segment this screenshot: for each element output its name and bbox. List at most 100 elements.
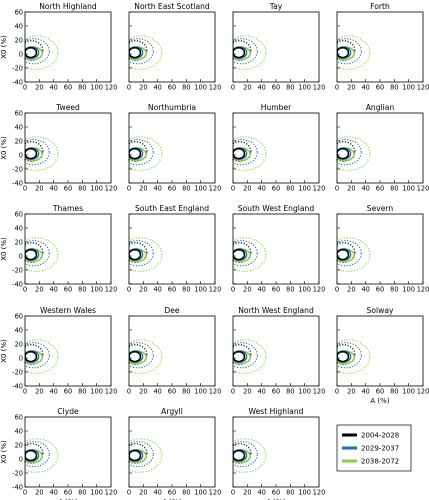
- x-tick-label: 120: [209, 388, 222, 396]
- subplot-4: Forth 0 20 40 60 80 100 120: [335, 2, 429, 92]
- contour-line: [233, 248, 248, 261]
- contour-line: [25, 139, 50, 166]
- subplot-1: North Highland -40 -20 0 20 40 60 0 20 40 60 80 100 1…: [0, 2, 117, 92]
- x-tick-label: 80: [182, 185, 190, 193]
- contour-line: [337, 350, 350, 363]
- x-tick-label: 100: [194, 84, 207, 92]
- subplot-15: North West England 0 20 40 60 80 100 120: [231, 306, 325, 396]
- x-tick-label: 40: [153, 489, 161, 497]
- contour-line: [25, 147, 43, 162]
- subplot-title: Tweed: [55, 103, 80, 112]
- contour-line: [129, 248, 147, 263]
- legend-label: 2038-2072: [361, 458, 399, 466]
- x-tick-label: 20: [243, 388, 251, 396]
- x-tick-label: 80: [182, 489, 190, 497]
- contour-line: [25, 248, 40, 261]
- contour-group: [129, 438, 163, 473]
- subplot-11: South West England 0 20 40 60 80 100 120: [231, 204, 325, 294]
- y-tick-label: 40: [15, 123, 23, 131]
- y-tick-label: 60: [15, 109, 23, 117]
- x-tick-label: 40: [153, 388, 161, 396]
- plot-frame: [232, 11, 320, 83]
- x-tick-label: 20: [347, 84, 355, 92]
- y-tick-label: 0: [19, 50, 23, 58]
- x-tick-label: 20: [35, 185, 43, 193]
- contour-line: [25, 342, 50, 369]
- x-tick-label: 20: [139, 489, 147, 497]
- contour-group: [25, 136, 59, 171]
- x-tick-label: 120: [105, 388, 118, 396]
- x-tick-label: 100: [194, 286, 207, 294]
- x-tick-label: 0: [231, 286, 235, 294]
- y-tick-label: 0: [19, 455, 23, 463]
- contour-line: [25, 147, 40, 160]
- legend-label: 2029-2037: [361, 445, 399, 453]
- y-tick-label: 40: [15, 427, 23, 435]
- x-tick-label: 120: [105, 286, 118, 294]
- contour-line: [337, 147, 350, 160]
- subplot-14: Dee 0 20 40 60 80 100 120: [127, 306, 221, 396]
- plot-frame: [24, 213, 112, 285]
- contour-line: [233, 248, 251, 263]
- x-tick-label: 0: [127, 286, 131, 294]
- x-tick-label: 0: [335, 84, 339, 92]
- contour-line: [233, 147, 251, 162]
- x-tick-label: 100: [298, 489, 311, 497]
- x-tick-label: 0: [335, 286, 339, 294]
- contour-group: [25, 237, 59, 272]
- x-tick-label: 60: [168, 185, 176, 193]
- legend: 2004-2028 2029-2037 2038-2072: [336, 424, 412, 472]
- x-tick-label: 20: [35, 489, 43, 497]
- contour-line: [337, 240, 362, 267]
- contour-group: [25, 438, 59, 473]
- subplot-title: South East England: [135, 204, 209, 213]
- contour-line: [337, 248, 355, 263]
- x-tick-label: 20: [347, 185, 355, 193]
- contour-line: [337, 248, 352, 261]
- x-tick-label: 20: [243, 84, 251, 92]
- contour-line: [129, 449, 142, 462]
- contour-line: [25, 46, 40, 59]
- y-axis-label: X0 (%): [0, 339, 8, 363]
- x-tick-label: 60: [168, 489, 176, 497]
- plot-frame: [232, 213, 320, 285]
- x-tick-label: 20: [139, 185, 147, 193]
- x-tick-label: 80: [78, 185, 86, 193]
- x-tick-label: 120: [313, 388, 326, 396]
- x-tick-label: 120: [105, 489, 118, 497]
- x-tick-label: 0: [335, 388, 339, 396]
- subplot-title: South West England: [238, 204, 315, 213]
- x-tick-label: 20: [139, 388, 147, 396]
- x-tick-label: 40: [49, 388, 57, 396]
- plot-frame: [336, 213, 424, 285]
- subplot-title: Clyde: [57, 407, 79, 416]
- contour-line: [129, 350, 147, 365]
- plot-frame: [24, 315, 112, 387]
- contour-line: [129, 147, 144, 160]
- contour-group: [129, 136, 163, 171]
- x-tick-label: 100: [90, 388, 103, 396]
- x-tick-label: 80: [390, 185, 398, 193]
- contour-line: [233, 440, 258, 468]
- x-tick-label: 120: [417, 286, 429, 294]
- x-tick-label: 60: [64, 388, 72, 396]
- y-axis-label: X0 (%): [0, 237, 8, 261]
- x-tick-label: 60: [168, 388, 176, 396]
- x-tick-label: 40: [361, 388, 369, 396]
- y-tick-label: -40: [12, 382, 23, 390]
- x-tick-label: 0: [23, 286, 27, 294]
- x-tick-label: 20: [35, 286, 43, 294]
- x-tick-label: 100: [402, 185, 415, 193]
- contour-group: [337, 35, 371, 70]
- x-tick-label: 40: [257, 84, 265, 92]
- contour-line: [129, 248, 144, 261]
- x-tick-label: 20: [35, 388, 43, 396]
- contour-line: [233, 248, 246, 261]
- x-tick-label: 100: [90, 84, 103, 92]
- x-tick-label: 120: [209, 489, 222, 497]
- contour-line: [129, 350, 144, 363]
- x-tick-label: 40: [49, 489, 57, 497]
- contour-line: [25, 38, 50, 65]
- plot-frame: [336, 112, 424, 184]
